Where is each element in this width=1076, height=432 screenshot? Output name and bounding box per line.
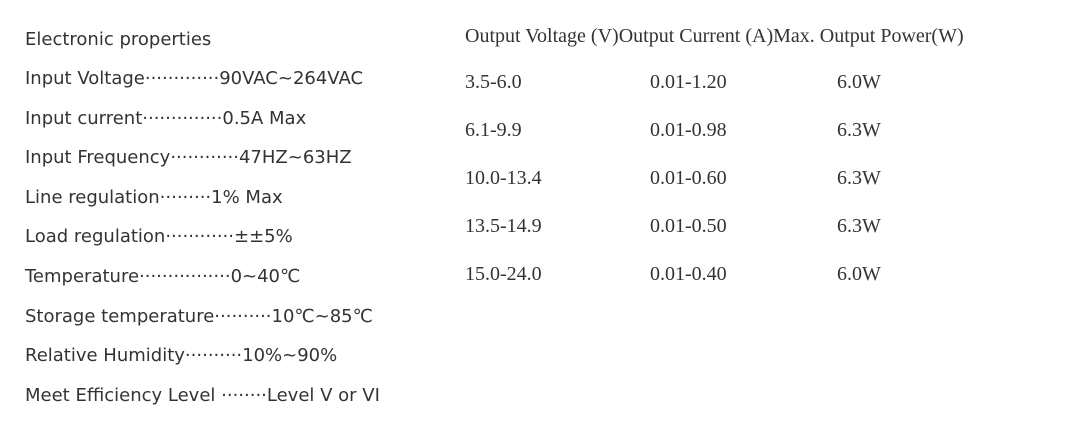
cell-voltage: 13.5-14.9 bbox=[465, 215, 542, 237]
property-line-regulation: Line regulation·········1% Max bbox=[25, 187, 283, 208]
cell-current: 0.01-0.60 bbox=[650, 167, 727, 189]
property-load-regulation: Load regulation············±±5% bbox=[25, 226, 293, 247]
cell-power: 6.0W bbox=[837, 71, 881, 93]
properties-title: Electronic properties bbox=[25, 29, 212, 50]
cell-power: 6.3W bbox=[837, 215, 881, 237]
property-input-current: Input current··············0.5A Max bbox=[25, 108, 307, 129]
cell-voltage: 15.0-24.0 bbox=[465, 263, 542, 285]
cell-voltage: 10.0-13.4 bbox=[465, 167, 542, 189]
cell-current: 0.01-0.98 bbox=[650, 119, 727, 141]
cell-power: 6.0W bbox=[837, 263, 881, 285]
table-header: Output Voltage (V)Output Current (A)Max.… bbox=[465, 25, 964, 47]
cell-power: 6.3W bbox=[837, 167, 881, 189]
property-input-voltage: Input Voltage·············90VAC~264VAC bbox=[25, 68, 364, 89]
cell-power: 6.3W bbox=[837, 119, 881, 141]
property-storage-temperature: Storage temperature··········10℃~85℃ bbox=[25, 306, 373, 327]
cell-current: 0.01-1.20 bbox=[650, 71, 727, 93]
cell-current: 0.01-0.40 bbox=[650, 263, 727, 285]
cell-voltage: 3.5-6.0 bbox=[465, 71, 522, 93]
property-temperature: Temperature················0~40℃ bbox=[25, 266, 301, 287]
property-input-frequency: Input Frequency············47HZ~63HZ bbox=[25, 147, 352, 168]
property-efficiency-level: Meet Efficiency Level ········Level V or… bbox=[25, 385, 380, 406]
cell-voltage: 6.1-9.9 bbox=[465, 119, 522, 141]
cell-current: 0.01-0.50 bbox=[650, 215, 727, 237]
property-relative-humidity: Relative Humidity··········10%~90% bbox=[25, 345, 338, 366]
